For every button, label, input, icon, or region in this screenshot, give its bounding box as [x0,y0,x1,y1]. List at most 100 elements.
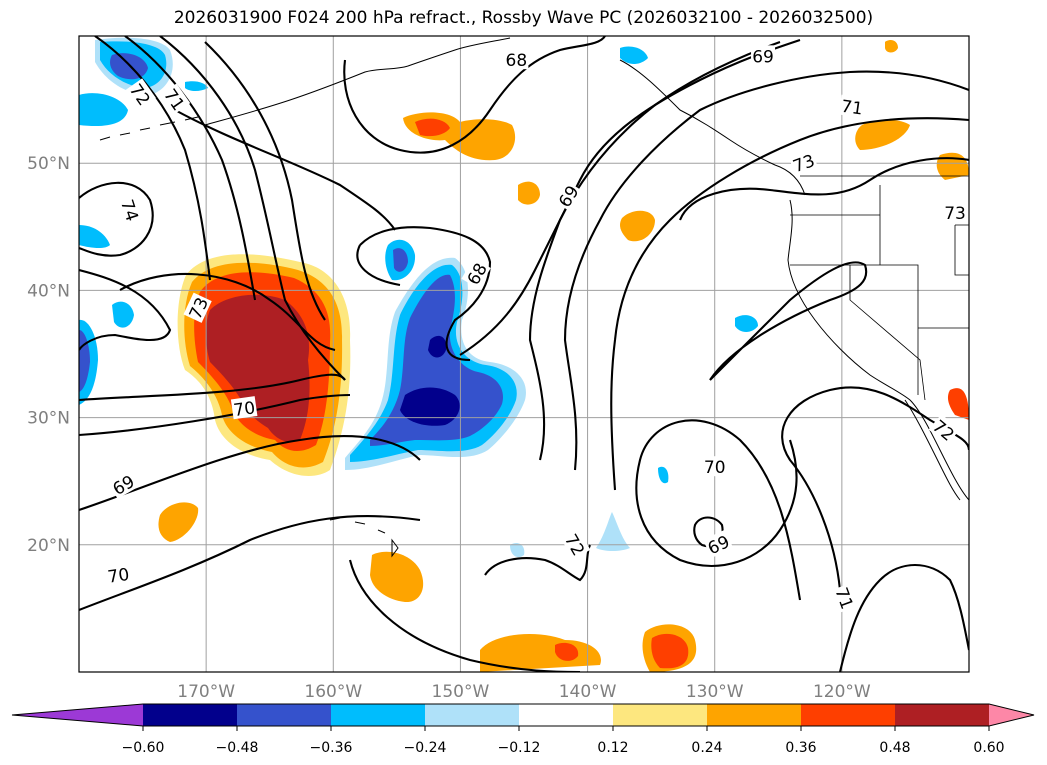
colorbar-tick-label: −0.48 [216,740,259,756]
lat-tick-label: 50°N [27,154,70,174]
contour-label-halo [117,195,145,225]
contour-label-group: 71 [838,94,866,120]
colorbar-tick-label: 0.48 [879,740,910,756]
contour-label-halo [107,469,139,499]
colorbar: −0.60 −0.48 −0.36 −0.24 −0.12 0.12 0.24 0.36 0.4… [11,703,1035,756]
contour-label-halo [461,257,491,289]
contour-label-group: 69 [703,529,734,559]
contour-line [610,117,969,491]
negative-anomaly-patch [110,53,148,80]
contour-line [838,563,969,672]
longitude-tick-labels: 170°W 160°W 150°W 140°W 130°W 120°W [177,682,871,702]
contour-line [79,373,346,402]
contour-label-group: 68 [504,49,529,71]
negative-anomaly-patch [428,335,447,358]
contour-line [79,268,172,351]
contour-label-halo [552,180,583,212]
contour-line [528,41,781,461]
contour-label: 71 [159,86,188,115]
latitude-tick-labels: 20°N 30°N 40°N 50°N [27,154,70,556]
canada-coast [619,59,806,196]
colorbar-segment [143,704,238,726]
positive-anomaly-patch [947,388,969,420]
colorbar-tick-label: −0.12 [498,740,541,756]
colorbar-min-extend [12,704,143,726]
colorbar-segment [613,704,708,726]
colorbar-segment [707,704,802,726]
alaska-coast [204,37,511,126]
contour-label-group: 71 [830,583,859,613]
positive-anomaly-patch [518,181,540,205]
colorbar-tick-label: 0.12 [597,740,628,756]
positive-anomaly-patch [555,642,579,661]
contour-label-group: 74 [116,195,145,225]
contour-label: 68 [464,260,492,289]
colorbar-tick-label: 0.36 [785,740,816,756]
contour-label: 73 [944,204,966,224]
contour-line [79,393,351,437]
contour-label-group: 70 [230,396,258,421]
contour-line [174,109,396,231]
contour-label: 70 [232,398,256,421]
contour-label-group: 70 [105,562,132,588]
contour-label: 69 [705,532,733,559]
page-title: 2026031900 F024 200 hPa refract., Rossby… [173,8,874,28]
contour-line [119,273,336,352]
negative-anomaly-patch [185,81,208,91]
contour-label-halo [751,45,776,66]
alaska-islands [99,116,199,141]
positive-anomaly-patch [651,633,689,669]
lon-tick-label: 150°W [432,682,490,702]
positive-anomaly-patch [885,40,898,53]
positive-anomaly-patch [855,119,910,150]
contour-label-halo [943,201,968,222]
positive-anomaly-patch [205,294,310,442]
graticule [79,36,969,672]
negative-anomaly-patch [79,93,128,127]
colorbar-tick-label: −0.60 [122,740,165,756]
lat-tick-label: 20°N [27,536,70,556]
contour-line [359,226,492,362]
positive-anomaly-patch [415,118,450,137]
us-west-coast [787,199,969,501]
colorbar-max-extend [989,704,1034,726]
lon-tick-label: 140°W [559,682,617,702]
contour-label-halo [183,292,212,323]
lat-tick-label: 40°N [27,281,70,301]
colorbar-tick-label: −0.36 [310,740,353,756]
contour-line [635,419,802,601]
contour-label-group: 72 [928,414,960,446]
coastlines [99,37,969,558]
contour-line [159,36,346,381]
negative-anomaly-patch [510,543,525,558]
state-border [790,185,969,395]
contour-label-halo [105,562,132,586]
colorbar-tick-label: −0.24 [404,740,447,756]
contour-label-group: 73 [943,201,968,224]
lon-tick-label: 160°W [304,682,362,702]
contour-label-halo [838,94,866,118]
contour-label-group: 69 [751,45,776,67]
contour-line [459,39,801,356]
negative-anomaly-patch [596,512,630,551]
contour-line [484,544,591,582]
contour-line [709,261,868,381]
contour-line [124,36,257,301]
contour-label-halo [702,456,727,477]
contour-label-halo [703,529,734,559]
negative-anomaly-patch [620,46,648,64]
state-border [954,224,969,276]
positive-anomaly-patch [158,502,199,542]
contour-label-halo [160,83,191,115]
contour-line [79,181,154,257]
contour-label: 70 [704,458,726,478]
contour-label-group: 73 [788,148,819,177]
contour-label: 68 [506,51,528,71]
colorbar-segment [519,704,614,726]
lat-tick-label: 30°N [27,409,70,429]
negative-anomaly-patch [658,466,669,484]
map-frame [78,35,970,673]
lon-tick-label: 130°W [686,682,744,702]
lon-tick-label: 170°W [177,682,235,702]
contour-label-halo [928,414,960,445]
